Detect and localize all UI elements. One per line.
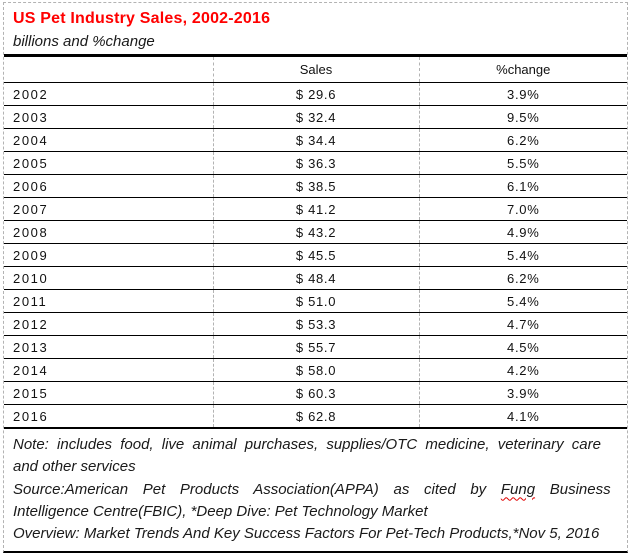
sales-cell: $ 60.3: [212, 381, 419, 405]
change-cell: 6.2%: [418, 128, 627, 152]
year-cell: 2007: [4, 197, 213, 221]
sales-table: Sales %change 2002 $ 29.6 3.9% 2003 $ 32.4 9…: [4, 57, 627, 429]
table-row: 2007 $ 41.2 7.0%: [4, 197, 627, 221]
year-cell: 2010: [4, 266, 213, 290]
change-cell: 5.4%: [418, 243, 627, 267]
note-line-1: Note: includes food, live animal purchas…: [13, 436, 601, 453]
change-cell: 4.9%: [418, 220, 627, 244]
source-text-suffix: Business: [535, 480, 611, 498]
change-cell: 3.9%: [418, 381, 627, 405]
year-cell: 2008: [4, 220, 213, 244]
sales-cell: $ 48.4: [212, 266, 419, 290]
sales-cell: $ 53.3: [212, 312, 419, 336]
change-cell: 9.5%: [418, 105, 627, 129]
year-cell: 2004: [4, 128, 213, 152]
column-header-year: [4, 57, 213, 83]
column-header-change: %change: [418, 57, 627, 83]
document-subtitle: billions and %change: [13, 33, 155, 50]
table-header-row: Sales %change: [4, 57, 627, 83]
year-cell: 2009: [4, 243, 213, 267]
sales-cell: $ 62.8: [212, 404, 419, 429]
notes-section: Note: includes food, live animal purchas…: [4, 429, 627, 551]
table-row: 2006 $ 38.5 6.1%: [4, 174, 627, 198]
year-cell: 2014: [4, 358, 213, 382]
sales-cell: $ 36.3: [212, 151, 419, 175]
table-row: 2004 $ 34.4 6.2%: [4, 128, 627, 152]
source-text-prefix: Source:American Pet Products Association…: [13, 480, 501, 498]
table-row: 2010 $ 48.4 6.2%: [4, 266, 627, 290]
table-row: 2016 $ 62.8 4.1%: [4, 404, 627, 429]
column-header-sales: Sales: [212, 57, 419, 83]
sales-cell: $ 38.5: [212, 174, 419, 198]
pet-industry-sales-document: US Pet Industry Sales, 2002-2016 billion…: [3, 2, 628, 553]
table-row: 2003 $ 32.4 9.5%: [4, 105, 627, 129]
sales-cell: $ 29.6: [212, 82, 419, 106]
change-cell: 4.1%: [418, 404, 627, 429]
year-cell: 2015: [4, 381, 213, 405]
change-cell: 4.7%: [418, 312, 627, 336]
table-row: 2005 $ 36.3 5.5%: [4, 151, 627, 175]
change-cell: 5.4%: [418, 289, 627, 313]
table-row: 2015 $ 60.3 3.9%: [4, 381, 627, 405]
change-cell: 4.5%: [418, 335, 627, 359]
source-line-2: Intelligence Centre(FBIC), *Deep Dive: P…: [13, 502, 428, 520]
table-row: 2011 $ 51.0 5.4%: [4, 289, 627, 313]
table-row: 2009 $ 45.5 5.4%: [4, 243, 627, 267]
year-cell: 2016: [4, 404, 213, 429]
sales-cell: $ 34.4: [212, 128, 419, 152]
change-cell: 3.9%: [418, 82, 627, 106]
source-line-1: Source:American Pet Products Association…: [13, 479, 618, 501]
change-cell: 6.1%: [418, 174, 627, 198]
change-cell: 6.2%: [418, 266, 627, 290]
table-row: 2014 $ 58.0 4.2%: [4, 358, 627, 382]
table-row: 2002 $ 29.6 3.9%: [4, 82, 627, 106]
year-cell: 2012: [4, 312, 213, 336]
document-title: US Pet Industry Sales, 2002-2016: [13, 10, 271, 27]
title-block: US Pet Industry Sales, 2002-2016 billion…: [4, 3, 627, 57]
year-cell: 2002: [4, 82, 213, 106]
sales-cell: $ 41.2: [212, 197, 419, 221]
year-cell: 2006: [4, 174, 213, 198]
year-cell: 2005: [4, 151, 213, 175]
sales-cell: $ 45.5: [212, 243, 419, 267]
year-cell: 2011: [4, 289, 213, 313]
change-cell: 7.0%: [418, 197, 627, 221]
table-row: 2008 $ 43.2 4.9%: [4, 220, 627, 244]
sales-cell: $ 43.2: [212, 220, 419, 244]
year-cell: 2003: [4, 105, 213, 129]
sales-cell: $ 58.0: [212, 358, 419, 382]
note-line-2: and other services: [13, 458, 136, 476]
sales-cell: $ 51.0: [212, 289, 419, 313]
year-cell: 2013: [4, 335, 213, 359]
table-row: 2012 $ 53.3 4.7%: [4, 312, 627, 336]
change-cell: 4.2%: [418, 358, 627, 382]
sales-cell: $ 55.7: [212, 335, 419, 359]
overview-line: Overview: Market Trends And Key Success …: [13, 525, 600, 543]
change-cell: 5.5%: [418, 151, 627, 175]
table-row: 2013 $ 55.7 4.5%: [4, 335, 627, 359]
sales-cell: $ 32.4: [212, 105, 419, 129]
misspelled-word: Fung: [500, 480, 536, 498]
